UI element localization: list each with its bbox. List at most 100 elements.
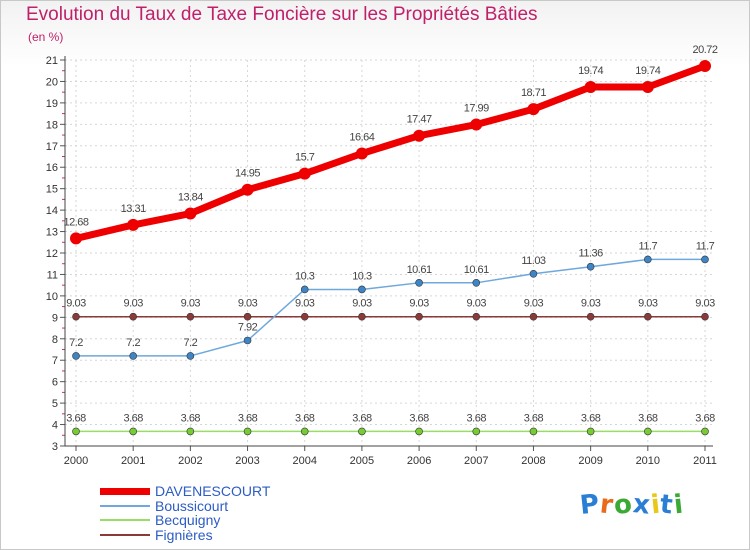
- x-tick-label: 2011: [693, 455, 717, 467]
- legend-swatch: [100, 533, 150, 536]
- data-point: [241, 183, 254, 196]
- series-line: [75, 258, 706, 357]
- y-tick-label: 15: [46, 184, 58, 196]
- data-point: [186, 312, 195, 321]
- data-point: [413, 129, 426, 142]
- data-label: 3.68: [524, 412, 544, 424]
- legend-label: DAVENESCOURT: [155, 483, 271, 499]
- data-point: [472, 427, 481, 436]
- legend-label: Becquigny: [155, 512, 221, 528]
- data-point: [127, 218, 140, 231]
- data-point: [72, 312, 80, 321]
- data-label: 9.03: [409, 298, 429, 310]
- data-label: 9.03: [524, 298, 544, 310]
- y-tick-label: 12: [46, 248, 58, 260]
- data-label: 3.68: [581, 412, 601, 424]
- data-label: 9.03: [467, 298, 487, 310]
- data-point: [415, 312, 423, 321]
- series-line: [72, 62, 709, 242]
- data-point: [300, 312, 309, 321]
- data-point: [701, 312, 709, 321]
- x-tick-label: 2005: [350, 455, 374, 467]
- legend-swatch: [100, 519, 150, 521]
- data-point: [584, 81, 597, 94]
- data-point: [415, 279, 423, 287]
- data-point: [641, 81, 654, 94]
- x-tick-label: 2010: [636, 455, 660, 467]
- data-label: 3.68: [695, 412, 715, 424]
- y-tick-label: 18: [46, 119, 58, 131]
- logo-letter: i: [672, 489, 686, 521]
- y-tick-label: 19: [46, 98, 58, 110]
- data-label: 11.7: [639, 240, 658, 252]
- data-label: 16.64: [349, 131, 374, 143]
- y-tick-label: 14: [46, 205, 58, 217]
- x-tick-label: 2006: [407, 455, 431, 467]
- data-label: 3.68: [181, 412, 201, 424]
- data-label: 15.7: [295, 152, 315, 164]
- data-label: 3.68: [295, 412, 315, 424]
- y-tick-label: 3: [52, 441, 58, 453]
- x-tick-label: 2009: [578, 455, 602, 467]
- data-point: [355, 147, 368, 160]
- data-label: 3.68: [238, 412, 258, 424]
- data-point: [358, 285, 366, 294]
- data-label: 10.61: [464, 264, 489, 276]
- y-tick-label: 6: [52, 377, 58, 389]
- data-label: 9.03: [638, 298, 658, 310]
- data-label: 13.84: [178, 192, 203, 204]
- x-tick-label: 2003: [235, 455, 259, 467]
- legend-swatch: [100, 487, 150, 495]
- y-tick-label: 21: [46, 55, 58, 67]
- y-tick-label: 5: [52, 398, 58, 410]
- data-point: [527, 103, 540, 116]
- x-tick-label: 2000: [64, 455, 88, 467]
- legend-swatch: [100, 504, 150, 507]
- y-tick-label: 9: [52, 312, 58, 324]
- y-tick-label: 13: [46, 227, 58, 239]
- y-tick-label: 17: [46, 141, 58, 153]
- data-point: [186, 352, 195, 360]
- data-label: 14.95: [235, 168, 260, 180]
- data-point: [470, 118, 483, 131]
- data-point: [529, 427, 538, 436]
- y-tick-label: 11: [47, 269, 58, 281]
- data-label: 3.68: [66, 412, 86, 424]
- data-point: [129, 427, 137, 436]
- data-label: 10.61: [407, 264, 432, 276]
- data-label: 13.31: [121, 203, 146, 215]
- data-label: 9.03: [295, 298, 315, 310]
- x-tick-label: 2001: [121, 455, 145, 467]
- data-point: [298, 167, 311, 180]
- y-tick-label: 16: [46, 162, 58, 174]
- data-point: [699, 60, 711, 73]
- data-point: [472, 312, 481, 321]
- data-label: 12.68: [63, 216, 88, 228]
- legend-label: Fignières: [155, 526, 213, 543]
- data-label: 17.99: [464, 103, 489, 115]
- data-label: 18.71: [521, 87, 546, 99]
- y-tick-label: 4: [52, 420, 58, 432]
- data-point: [415, 427, 423, 436]
- x-tick-label: 2008: [521, 455, 545, 467]
- x-tick-label: 2002: [178, 455, 202, 467]
- data-point: [644, 312, 652, 321]
- data-label: 9.03: [238, 298, 258, 310]
- chart-title: Evolution du Taux de Taxe Foncière sur l…: [26, 4, 538, 25]
- data-point: [72, 352, 80, 360]
- data-label: 19.74: [635, 65, 660, 77]
- data-label: 11.03: [521, 255, 546, 267]
- data-point: [186, 427, 195, 436]
- x-tick-label: 2007: [464, 455, 488, 467]
- data-label: 9.03: [66, 298, 86, 310]
- data-label: 9.03: [695, 298, 715, 310]
- data-point: [472, 279, 481, 287]
- data-point: [184, 207, 197, 220]
- data-label: 20.72: [692, 44, 717, 56]
- data-label: 3.68: [638, 412, 658, 424]
- y-tick-label: 8: [52, 334, 58, 346]
- y-tick-label: 20: [46, 76, 58, 88]
- data-point: [529, 270, 538, 278]
- data-label: 7.2: [183, 337, 197, 349]
